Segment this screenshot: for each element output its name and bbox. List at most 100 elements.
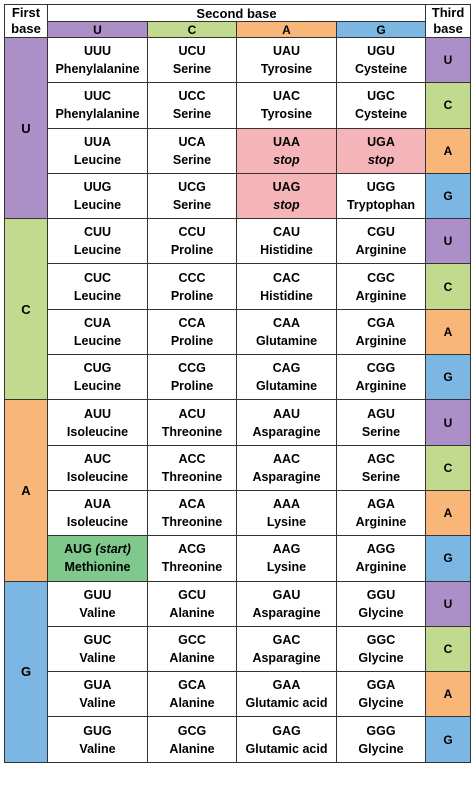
codon-row: UUG Leucine UCG Serine UAG stop UGG Tryptophan G xyxy=(5,172,472,220)
third-base-g: G xyxy=(425,172,472,220)
codon-label: GCU xyxy=(149,586,236,604)
codon-cell-uuu: UUU Phenylalanine xyxy=(47,36,148,84)
codon-cell-cau: CAU Histidine xyxy=(236,218,337,265)
amino-acid-label: Serine xyxy=(361,424,401,439)
codon-text: GGC xyxy=(366,633,396,647)
codon-text: AAG xyxy=(272,542,301,557)
codon-cell-ggc: GGC Glycine xyxy=(335,625,427,673)
amino-acid-label: Proline xyxy=(170,243,214,258)
amino-acid-label: Leucine xyxy=(73,152,122,167)
codon-label: GGG xyxy=(338,722,425,740)
amino-acid-label: Valine xyxy=(79,605,116,620)
amino-acid-label: Glycine xyxy=(358,651,404,665)
amino-acid-label: Lysine xyxy=(266,515,307,530)
codon-row: CUA Leucine CCA Proline CAA Glutamine CGA Argin… xyxy=(5,308,472,356)
codon-cell-gcu: GCU Alanine xyxy=(147,580,237,627)
codon-cell-ucc: UCC Serine xyxy=(147,82,237,129)
codon-cell-cua: CUA Leucine xyxy=(47,308,148,356)
third-base-c: C xyxy=(425,625,472,673)
third-base-g: G xyxy=(425,716,472,763)
codon-cell-uga: UGA stop xyxy=(335,127,427,174)
codon-cell-ucu: UCU Serine xyxy=(147,36,237,84)
codon-cell-cuu: CUU Leucine xyxy=(47,218,148,265)
codon-text: UAC xyxy=(272,89,301,104)
codon-label: GUG xyxy=(49,722,147,740)
codon-label: UAC xyxy=(238,87,336,105)
stop-label: stop xyxy=(273,152,300,167)
codon-label: CAU xyxy=(238,223,336,241)
amino-acid-label: Isoleucine xyxy=(66,469,129,484)
codon-cell-uac: UAC Tyrosine xyxy=(236,82,337,129)
codon-label: GAA xyxy=(238,676,336,694)
codon-label: UGG xyxy=(338,178,425,196)
codon-cell-ccc: CCC Proline xyxy=(147,263,237,310)
codon-label: UAG xyxy=(238,178,336,196)
amino-acid-label: Cysteine xyxy=(354,62,408,77)
codon-text: UUG xyxy=(83,180,112,195)
codon-text: UGU xyxy=(367,44,395,59)
codon-text: CAG xyxy=(272,361,301,376)
amino-acid-label: Leucine xyxy=(73,333,122,348)
codon-text: GGG xyxy=(366,723,396,738)
second-base-c: C xyxy=(147,21,237,38)
codon-label: GCA xyxy=(149,676,236,694)
codon-label: ACU xyxy=(149,405,236,423)
codon-text: CCG xyxy=(178,361,206,376)
codon-text: AGU xyxy=(367,406,395,421)
codon-cell-gaa: GAA Glutamic acid xyxy=(236,671,337,718)
codon-cell-uuc: UUC Phenylalanine xyxy=(47,82,148,129)
codon-cell-gca: GCA Alanine xyxy=(147,671,237,718)
codon-cell-gug: GUG Valine xyxy=(47,716,148,763)
codon-text: AUA xyxy=(83,497,112,512)
codon-text: GAA xyxy=(272,678,301,693)
codon-text: GCU xyxy=(178,587,206,602)
amino-acid-label: Serine xyxy=(172,107,212,122)
codon-row: CUG Leucine CCG Proline CAG Glutamine CGG Argin… xyxy=(5,354,472,401)
amino-acid-label: Leucine xyxy=(73,198,122,213)
codon-cell-caa: CAA Glutamine xyxy=(236,308,337,356)
codon-label: CAA xyxy=(238,314,336,332)
codon-label: CUC xyxy=(49,269,147,287)
third-base-c: C xyxy=(425,82,472,129)
codon-text: GAU xyxy=(272,587,301,602)
codon-cell-cga: CGA Arginine xyxy=(335,308,427,356)
codon-label: UGU xyxy=(338,42,425,60)
codon-label: AUU xyxy=(49,405,147,423)
codon-text: ACG xyxy=(178,542,206,557)
amino-acid-label: Asparagine xyxy=(252,651,321,665)
codon-label: CAC xyxy=(238,269,336,287)
codon-cell-uca: UCA Serine xyxy=(147,127,237,174)
codon-label: AUG (start) xyxy=(49,540,147,558)
codon-cell-uag: UAG stop xyxy=(236,172,337,220)
codon-text: GUG xyxy=(83,723,112,738)
codon-row: AUG (start) Methionine ACG Threonine AAG Lysi… xyxy=(5,535,472,582)
stop-label: stop xyxy=(273,198,300,213)
codon-cell-ugu: UGU Cysteine xyxy=(335,36,427,84)
amino-acid-label: Asparagine xyxy=(252,605,321,620)
first-base-c: C xyxy=(4,218,48,401)
codon-label: GAG xyxy=(238,722,336,740)
third-base-c: C xyxy=(425,263,472,310)
codon-label: UCA xyxy=(149,133,236,151)
codon-label: AGA xyxy=(338,495,425,513)
third-base-g: G xyxy=(425,354,472,401)
codon-text: CUC xyxy=(83,270,112,285)
codon-text: UCU xyxy=(178,44,206,59)
first-base-header: First base xyxy=(4,4,48,38)
codon-label: GGU xyxy=(338,586,425,604)
codon-text: GAC xyxy=(272,633,301,647)
codon-text: CUU xyxy=(83,225,112,240)
codon-text: ACA xyxy=(178,497,206,512)
amino-acid-label: Serine xyxy=(172,152,212,167)
codon-text: ACU xyxy=(178,406,206,421)
codon-label: UAU xyxy=(238,42,336,60)
codon-label: UUA xyxy=(49,133,147,151)
codon-text: GCA xyxy=(178,678,206,693)
codon-label: AGC xyxy=(338,450,425,468)
third-base-a: A xyxy=(425,127,472,174)
codon-label: GGC xyxy=(338,631,425,649)
third-base-c: C xyxy=(425,444,472,491)
amino-acid-label: Threonine xyxy=(161,424,223,439)
codon-text: CUA xyxy=(83,315,112,330)
codon-text: UGG xyxy=(366,180,396,195)
